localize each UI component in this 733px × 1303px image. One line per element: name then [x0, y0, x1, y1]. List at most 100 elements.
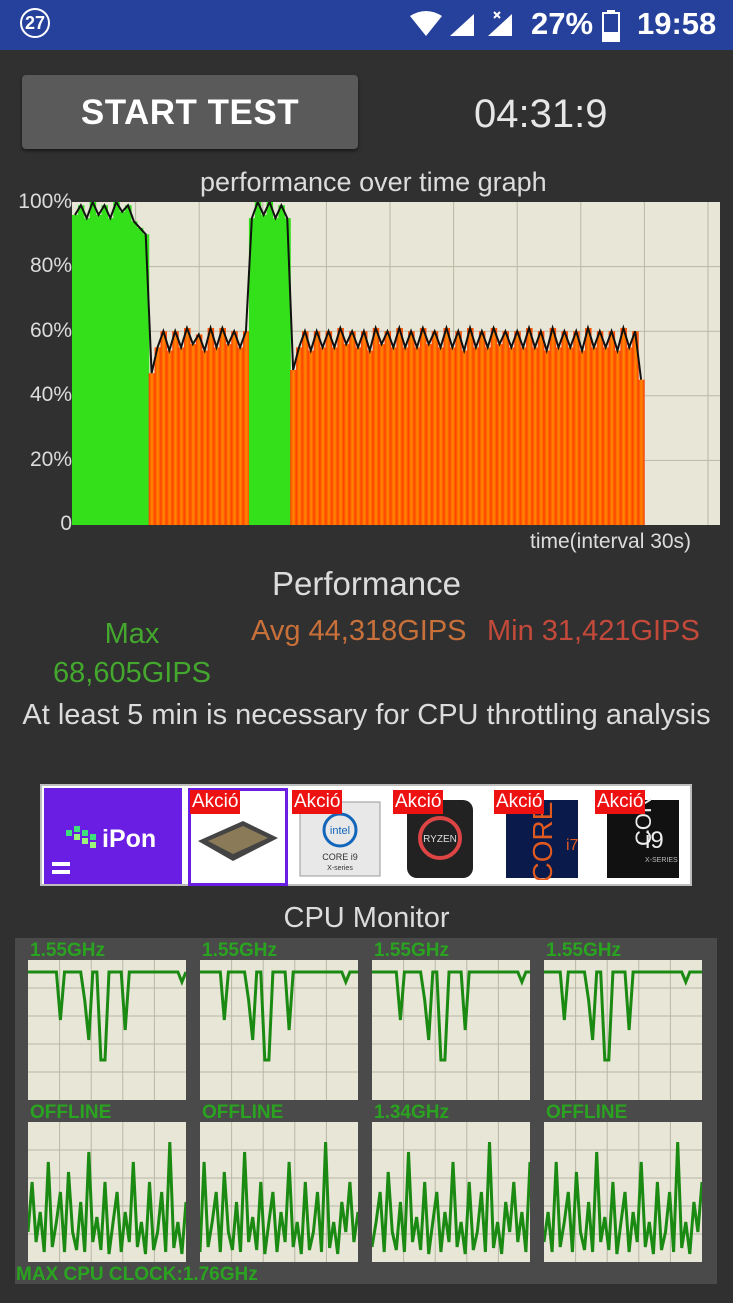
graph-bar: [142, 234, 150, 525]
x-axis-label: time(interval 30s): [530, 530, 692, 553]
menu-icon: [52, 862, 70, 874]
ryzen-box-icon: RYZEN: [407, 800, 473, 878]
max-performance: Max 68,605GIPS: [53, 618, 211, 689]
ad-product-5[interactable]: CORE i9 X-SERIES Akció: [593, 788, 691, 884]
core-2-clock: 1.55GHz: [374, 940, 449, 961]
graph-bar: [567, 347, 574, 525]
graph-bar: [602, 347, 610, 525]
graph-title: performance over time graph: [200, 167, 547, 197]
y-tick-100: 100%: [18, 190, 72, 213]
graph-bar: [266, 202, 274, 525]
graph-bar: [531, 347, 539, 525]
graph-bar: [195, 334, 203, 525]
core-5-graph: [200, 1122, 358, 1262]
graph-bar: [496, 344, 504, 525]
graph-bar: [101, 205, 108, 525]
svg-text:RYZEN: RYZEN: [423, 834, 457, 845]
graph-bar: [337, 327, 344, 525]
graph-bar: [414, 347, 421, 525]
graph-bar: [384, 331, 392, 525]
graph-bar: [248, 218, 256, 525]
graph-bar: [160, 331, 167, 525]
ad-product-1[interactable]: Akció: [188, 788, 288, 886]
graph-bar: [331, 347, 338, 525]
graph-bar: [402, 347, 409, 525]
signal-nodata-icon: [488, 14, 512, 36]
y-tick-60: 60%: [29, 319, 72, 342]
graph-bar: [272, 218, 279, 525]
graph-bar: [189, 344, 197, 525]
graph-bar: [461, 350, 468, 525]
graph-bar: [490, 327, 498, 525]
graph-bar: [89, 202, 97, 525]
ad-product-4[interactable]: CORE i7 Akció: [492, 788, 590, 884]
min-performance: Min 31,421GIPS: [487, 615, 700, 647]
graph-bar: [514, 331, 521, 525]
graph-bar: [437, 347, 445, 525]
ad-product-2[interactable]: intel CORE i9 X-series Akció: [290, 788, 388, 884]
graph-bar: [166, 350, 173, 525]
graph-bar: [626, 347, 633, 525]
graph-bar: [77, 205, 85, 525]
graph-bar: [372, 327, 380, 525]
graph-bar: [549, 327, 557, 525]
y-tick-80: 80%: [29, 254, 72, 277]
graph-bar: [184, 327, 191, 525]
battery-percent: 27%: [531, 6, 594, 41]
graph-bar: [343, 344, 350, 525]
status-icons: [410, 11, 512, 36]
graph-bar: [614, 350, 622, 525]
svg-text:CORE i9: CORE i9: [322, 852, 358, 862]
cpu-chip-icon: [198, 821, 278, 861]
core-usage-line: [28, 970, 186, 1062]
ad-tag: Akció: [393, 790, 444, 814]
ad-banner[interactable]: iPon Akció intel CORE i9 X-series Akció …: [40, 784, 692, 886]
notification-badge: 27: [20, 8, 50, 38]
graph-bar: [219, 327, 226, 525]
graph-bar: [349, 331, 356, 525]
graph-bar: [555, 347, 563, 525]
graph-bar: [425, 344, 433, 525]
graph-bar: [319, 347, 327, 525]
graph-bar: [573, 331, 580, 525]
graph-bar: [419, 327, 427, 525]
graph-bar: [508, 347, 515, 525]
graph-bar: [113, 202, 120, 525]
graph-bar: [561, 331, 568, 525]
graph-bar: [296, 347, 303, 525]
graph-bar: [472, 347, 480, 525]
graph-bar: [638, 379, 645, 525]
battery-icon: [602, 10, 620, 42]
graph-bars: [72, 202, 645, 525]
graph-bar: [537, 331, 545, 525]
core-usage-line: [28, 1141, 186, 1255]
core-graph-background: [200, 960, 358, 1100]
graph-bar: [154, 347, 162, 525]
core-7-clock: OFFLINE: [546, 1102, 628, 1123]
cpu-monitor-title: CPU Monitor: [283, 902, 450, 934]
intel-box-icon: intel CORE i9 X-series: [299, 801, 381, 877]
elapsed-timer: 04:31:9: [474, 92, 608, 136]
graph-bar: [360, 331, 368, 525]
ad-product-3[interactable]: RYZEN Akció: [391, 788, 489, 884]
graph-bar: [284, 218, 291, 525]
graph-bar: [130, 221, 138, 525]
ipon-logo-text: iPon: [102, 825, 157, 853]
core-5-clock: OFFLINE: [202, 1102, 284, 1123]
graph-bar: [307, 350, 315, 525]
graph-bar: [213, 347, 221, 525]
graph-bar: [301, 331, 309, 525]
graph-bar: [237, 347, 244, 525]
core-graph-background: [544, 960, 702, 1100]
svg-text:i7: i7: [566, 837, 579, 854]
core-1-clock: 1.55GHz: [202, 940, 277, 961]
graph-bar: [620, 327, 627, 525]
graph-bar: [366, 350, 374, 525]
start-test-button[interactable]: START TEST: [22, 75, 358, 149]
y-tick-0: 0: [60, 512, 72, 535]
graph-bar: [83, 218, 91, 525]
graph-bar: [431, 331, 439, 525]
core-usage-line: [372, 970, 530, 1062]
svg-text:X-SERIES: X-SERIES: [645, 857, 678, 864]
performance-line: [74, 202, 643, 380]
